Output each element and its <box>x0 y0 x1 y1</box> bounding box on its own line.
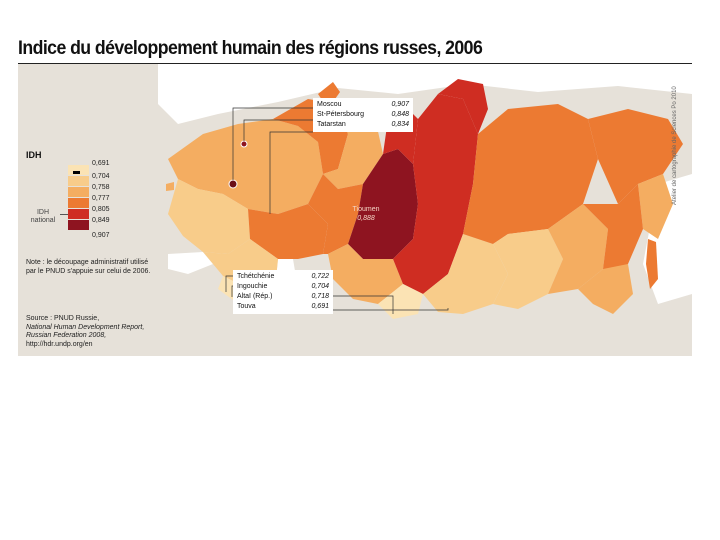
region-kamchatka <box>638 174 673 239</box>
region-omsk-novosibirsk <box>328 244 403 304</box>
region-kaliningrad <box>166 182 174 191</box>
legend-tick-6: 0,849 <box>92 217 110 224</box>
callout-row: St-Pétersbourg 0,848 <box>317 110 409 120</box>
tioumen-value: 0,888 <box>357 215 375 222</box>
region-khabarovsk <box>583 184 643 274</box>
region-transbaikal <box>493 229 563 309</box>
source-report: National Human Development Report, Russi… <box>26 323 145 340</box>
tioumen-name: Tioumen <box>352 206 380 213</box>
callout-region: Touva <box>237 303 256 310</box>
tioumen-label: Tioumen 0,888 <box>344 205 388 223</box>
legend-tick-7: 0,907 <box>92 232 110 239</box>
legend-tick-1: 0,691 <box>92 160 110 167</box>
legend-swatch-1 <box>68 165 89 175</box>
callout-value: 0,907 <box>391 101 409 108</box>
callout-row: Moscou 0,907 <box>317 100 409 110</box>
callout-region: Moscou <box>317 101 342 108</box>
callout-value: 0,848 <box>391 111 409 118</box>
source-prefix: Source : PNUD Russie, <box>26 315 100 322</box>
map-note: Note : le découpage administratif utilis… <box>26 259 151 275</box>
callout-value: 0,718 <box>311 293 329 300</box>
callout-bottom-regions: Tchétchénie 0,722 Ingouchie 0,704 Altaï (R… <box>233 270 333 314</box>
legend-national-label: IDH national <box>30 209 56 224</box>
legend-swatch-6 <box>68 220 89 230</box>
legend-tick-4: 0,777 <box>92 195 110 202</box>
callout-row: Ingouchie 0,704 <box>237 282 329 292</box>
legend-tick-5: 0,805 <box>92 206 110 213</box>
region-european-north <box>168 119 323 214</box>
arctic-sea <box>158 64 692 124</box>
region-tioumen <box>348 149 418 259</box>
callout-top-regions: Moscou 0,907 St-Pétersbourg 0,848 Tatarsta… <box>313 98 413 132</box>
callout-value: 0,722 <box>311 273 329 280</box>
callout-value: 0,691 <box>311 303 329 310</box>
legend-panel-bg <box>18 134 158 356</box>
title-rule <box>18 63 692 64</box>
region-far-east <box>588 109 683 204</box>
callout-region: St-Pétersbourg <box>317 111 365 118</box>
map-title: Indice du développement humain des régio… <box>18 38 483 59</box>
legend-tick-3: 0,758 <box>92 184 110 191</box>
legend-swatch-2 <box>68 176 89 186</box>
callout-row: Tchétchénie 0,722 <box>237 272 329 282</box>
region-tuva-irkutsk <box>423 234 508 314</box>
callout-region: Tatarstan <box>317 121 346 128</box>
legend-tick-2: 0,704 <box>92 173 110 180</box>
leader-lines-bottom <box>225 275 449 314</box>
legend-min-marker <box>73 171 80 174</box>
region-yakutia <box>463 104 598 244</box>
callout-value: 0,704 <box>311 283 329 290</box>
black-sea <box>168 252 213 274</box>
legend-title: IDH <box>26 150 42 160</box>
callout-row: Touva 0,691 <box>237 302 329 312</box>
region-central <box>168 179 250 254</box>
region-sakhalin <box>646 239 658 289</box>
leader-lines-top <box>232 107 313 214</box>
region-ural <box>308 174 363 254</box>
callout-row: Tatarstan 0,834 <box>317 120 409 130</box>
callout-region: Tchétchénie <box>237 273 275 280</box>
region-primorye <box>578 264 633 314</box>
moscow-marker <box>228 179 238 189</box>
callout-region: Altaï (Rép.) <box>237 293 273 300</box>
callout-row: Altaï (Rép.) 0,718 <box>237 292 329 302</box>
legend-swatch-4 <box>68 198 89 208</box>
legend-swatch-3 <box>68 187 89 197</box>
callout-region: Ingouchie <box>237 283 268 290</box>
legend-national-pointer <box>60 214 68 215</box>
legend-swatch-5 <box>68 209 89 219</box>
map-source: Source : PNUD Russie, National Human Dev… <box>26 315 161 349</box>
map-credit: Atelier de cartographie de Sciences Po 2… <box>672 86 678 205</box>
region-amur <box>548 204 608 294</box>
st-petersburg-marker <box>240 140 248 148</box>
region-volga <box>248 204 328 259</box>
region-krasnoyarsk <box>393 94 478 294</box>
region-taimyr <box>438 79 488 134</box>
callout-value: 0,834 <box>391 121 409 128</box>
source-url: http://hdr.undp.org/en <box>26 340 93 348</box>
